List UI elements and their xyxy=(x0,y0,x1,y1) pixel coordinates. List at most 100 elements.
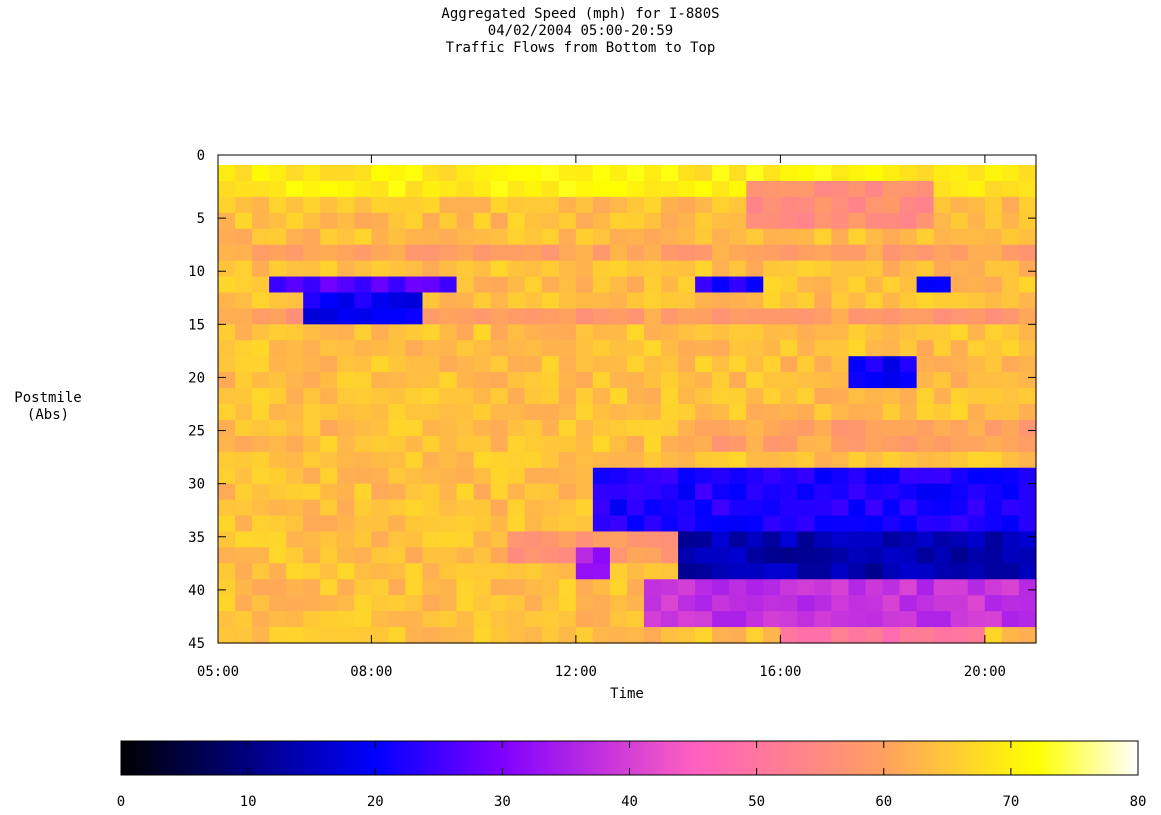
heatmap-cell xyxy=(371,483,389,501)
heatmap-cell xyxy=(882,595,901,612)
heatmap-cell xyxy=(848,260,867,278)
heatmap-cell xyxy=(780,435,798,453)
heatmap-cell xyxy=(405,340,424,357)
heatmap-cell xyxy=(320,388,338,405)
heatmap-cell xyxy=(797,611,815,628)
heatmap-cell xyxy=(626,324,645,341)
heatmap-cell xyxy=(524,515,543,533)
heatmap-cell xyxy=(235,228,253,246)
heatmap-cell xyxy=(473,499,492,517)
heatmap-cell xyxy=(780,547,798,564)
heatmap-cell xyxy=(303,435,321,453)
heatmap-cell xyxy=(899,595,918,612)
heatmap-cell xyxy=(541,212,560,230)
heatmap-cell xyxy=(814,308,833,325)
heatmap-cell xyxy=(746,388,764,405)
heatmap-cell xyxy=(575,260,594,278)
heatmap-cell xyxy=(899,435,918,453)
heatmap-cell xyxy=(695,435,713,453)
heatmap-cell xyxy=(678,435,696,453)
heatmap-cell xyxy=(933,372,952,389)
heatmap-cell xyxy=(933,260,952,278)
heatmap-cell xyxy=(1001,276,1020,294)
heatmap-cell xyxy=(1018,563,1037,580)
heatmap-cell xyxy=(848,499,867,517)
heatmap-cell xyxy=(814,579,833,596)
heatmap-cell xyxy=(456,531,475,548)
heatmap-cell xyxy=(695,196,713,214)
heatmap-cell xyxy=(439,595,458,612)
heatmap-cell xyxy=(729,515,747,533)
heatmap-cell xyxy=(967,499,986,517)
heatmap-cell xyxy=(831,515,850,533)
heatmap-cell xyxy=(1001,579,1020,596)
heatmap-cell xyxy=(848,611,867,628)
heatmap-cell xyxy=(814,435,833,453)
heatmap-cell xyxy=(371,435,389,453)
heatmap-cell xyxy=(252,419,270,437)
heatmap-cell xyxy=(354,611,372,628)
heatmap-cell xyxy=(388,308,407,325)
heatmap-cell xyxy=(984,595,1003,612)
heatmap-cell xyxy=(218,292,236,309)
heatmap-cell xyxy=(967,595,986,612)
heatmap-cell xyxy=(456,467,475,485)
heatmap-cell xyxy=(439,404,458,421)
heatmap-cell xyxy=(1018,611,1037,628)
heatmap-cell xyxy=(695,308,713,325)
heatmap-cell xyxy=(950,308,969,325)
heatmap-cell xyxy=(592,579,611,596)
heatmap-cell xyxy=(388,340,407,357)
heatmap-cell xyxy=(541,611,560,628)
heatmap-cell xyxy=(609,435,628,453)
heatmap-cell xyxy=(371,515,389,533)
heatmap-cell xyxy=(507,372,526,389)
heatmap-cell xyxy=(729,340,747,357)
heatmap-cell xyxy=(729,435,747,453)
heatmap-cell xyxy=(746,515,764,533)
heatmap-cell xyxy=(814,212,833,230)
heatmap-cell xyxy=(422,388,441,405)
heatmap-cell xyxy=(490,340,509,357)
heatmap-cell xyxy=(558,308,577,325)
heatmap-cell xyxy=(456,308,475,325)
heatmap-cell xyxy=(626,388,645,405)
heatmap-cell xyxy=(609,547,628,564)
heatmap-cell xyxy=(439,196,458,214)
heatmap-cell xyxy=(865,467,884,485)
heatmap-cell xyxy=(609,627,628,644)
heatmap-cell xyxy=(678,563,696,580)
y-tick-label: 10 xyxy=(188,264,205,280)
heatmap-cell xyxy=(780,388,798,405)
heatmap-cell xyxy=(592,260,611,278)
heatmap-cell xyxy=(882,340,901,357)
heatmap-cell xyxy=(558,547,577,564)
heatmap-cell xyxy=(558,180,577,198)
heatmap-cell xyxy=(320,180,338,198)
heatmap-cell xyxy=(644,196,662,214)
heatmap-cell xyxy=(967,515,986,533)
heatmap-cell xyxy=(644,276,662,294)
heatmap-cell xyxy=(763,244,781,262)
heatmap-cell xyxy=(1018,324,1037,341)
heatmap-cell xyxy=(405,260,424,278)
heatmap-cell xyxy=(558,372,577,389)
heatmap-cell xyxy=(950,212,969,230)
chart-title: Aggregated Speed (mph) for I-880S xyxy=(441,6,720,22)
heatmap-cell xyxy=(456,595,475,612)
heatmap-cell xyxy=(524,356,543,373)
heatmap-cell xyxy=(354,499,372,517)
heatmap-cell xyxy=(456,276,475,294)
heatmap-cell xyxy=(388,180,407,198)
heatmap-cell xyxy=(831,372,850,389)
y-axis-label-line1: Postmile xyxy=(14,390,81,406)
heatmap-cell xyxy=(592,547,611,564)
heatmap-cell xyxy=(661,260,679,278)
heatmap-cell xyxy=(524,563,543,580)
heatmap-cell xyxy=(524,483,543,501)
heatmap-cell xyxy=(1001,308,1020,325)
heatmap-cell xyxy=(661,356,679,373)
heatmap-cell xyxy=(388,451,407,469)
heatmap-cell xyxy=(831,419,850,437)
heatmap-cell xyxy=(967,292,986,309)
